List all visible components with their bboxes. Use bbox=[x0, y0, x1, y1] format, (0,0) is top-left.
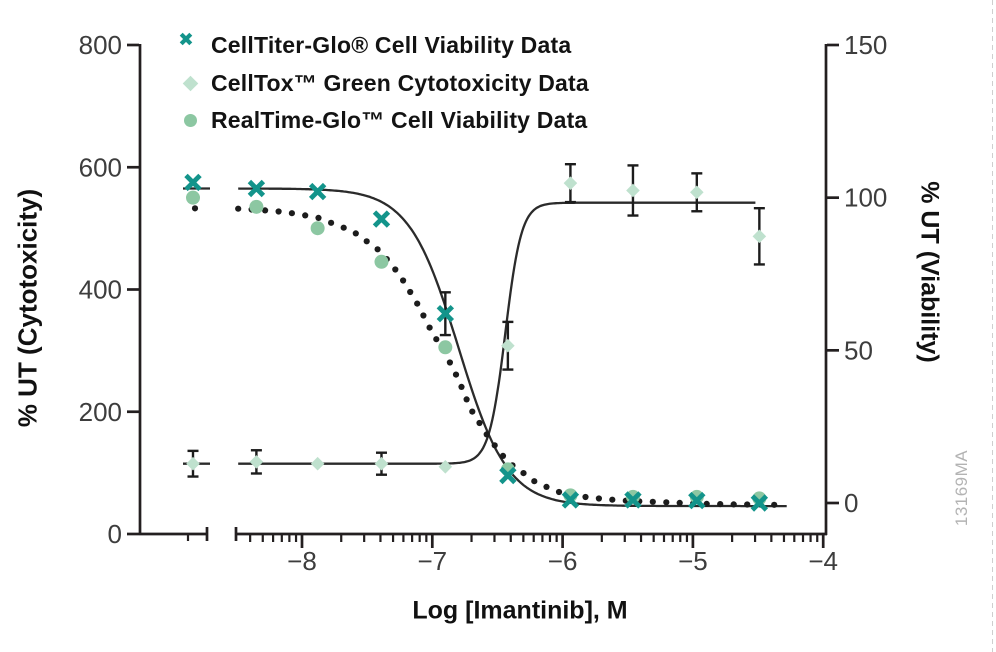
circle-marker-icon bbox=[178, 113, 202, 127]
svg-text:400: 400 bbox=[79, 275, 122, 305]
axis-ticks-and-labels: 0 200 400 600 800 0 50 100 150 −8 −7 −6 −5 −4 bbox=[79, 30, 888, 576]
error-bars bbox=[187, 162, 765, 478]
svg-text:50: 50 bbox=[844, 335, 873, 365]
axes bbox=[138, 44, 828, 541]
legend-item-celltiter-glo: CellTiter-Glo® Cell Viability Data bbox=[178, 31, 571, 59]
legend-label: CellTox™ Green Cytotoxicity Data bbox=[211, 69, 589, 96]
right-axis-title: % UT (Viability) bbox=[915, 181, 944, 363]
svg-text:100: 100 bbox=[844, 183, 887, 213]
series-x-markers bbox=[184, 173, 769, 512]
series-diamond-markers bbox=[186, 176, 767, 474]
legend-item-realtime-glo: RealTime-Glo™ Cell Viability Data bbox=[178, 106, 587, 134]
svg-text:600: 600 bbox=[79, 152, 122, 182]
fit-curve-cytotoxicity bbox=[183, 201, 756, 465]
fit-curve-viability bbox=[183, 187, 787, 508]
watermark-text: 13169MA bbox=[952, 449, 971, 527]
legend: CellTiter-Glo® Cell Viability Data CellT… bbox=[178, 0, 658, 150]
legend-label: CellTiter-Glo® Cell Viability Data bbox=[211, 31, 572, 58]
svg-text:0: 0 bbox=[108, 519, 122, 549]
left-axis-title: % UT (Cytotoxicity) bbox=[12, 188, 43, 428]
svg-text:−5: −5 bbox=[678, 546, 708, 576]
svg-text:150: 150 bbox=[844, 30, 887, 60]
svg-text:−6: −6 bbox=[548, 546, 578, 576]
svg-text:−7: −7 bbox=[417, 546, 447, 576]
svg-text:−4: −4 bbox=[808, 546, 838, 576]
legend-item-celltox-green: CellTox™ Green Cytotoxicity Data bbox=[178, 69, 589, 97]
svg-text:800: 800 bbox=[79, 30, 122, 60]
x-axis-title: Log [Imantinib], M bbox=[412, 596, 628, 625]
fit-curve-dotted-realtime-glo bbox=[191, 205, 778, 508]
svg-text:0: 0 bbox=[844, 488, 858, 518]
diamond-marker-icon bbox=[178, 75, 202, 91]
svg-text:200: 200 bbox=[79, 397, 122, 427]
legend-label: RealTime-Glo™ Cell Viability Data bbox=[211, 106, 588, 133]
svg-text:−8: −8 bbox=[287, 546, 317, 576]
